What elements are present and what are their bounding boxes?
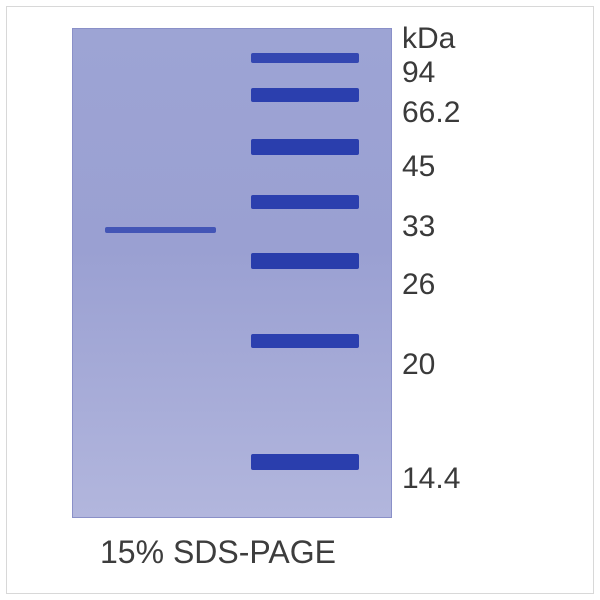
ladder-lane [251, 29, 359, 517]
mw-label: 66.2 [402, 96, 460, 130]
ladder-band [251, 454, 359, 470]
ladder-band [251, 88, 359, 102]
ladder-band [251, 253, 359, 269]
ladder-band [251, 53, 359, 63]
gel-area [72, 28, 392, 518]
mw-label: 14.4 [402, 462, 460, 496]
gel-caption: 15% SDS-PAGE [100, 534, 336, 571]
sample-lane [105, 29, 216, 517]
mw-label: 33 [402, 210, 435, 244]
mw-label: 26 [402, 268, 435, 302]
ladder-band [251, 195, 359, 209]
ladder-band [251, 139, 359, 155]
mw-label: 20 [402, 348, 435, 382]
mw-unit-label: kDa [402, 22, 455, 56]
sample-band [105, 227, 216, 233]
ladder-band [251, 334, 359, 348]
mw-label: 94 [402, 56, 435, 90]
mw-label: 45 [402, 150, 435, 184]
